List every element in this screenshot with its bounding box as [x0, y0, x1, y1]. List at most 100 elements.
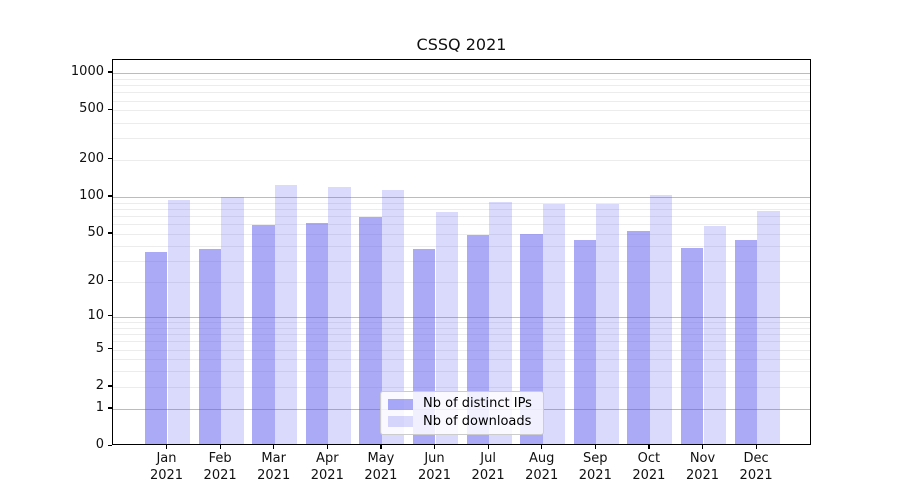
x-tick-month: Dec	[743, 451, 769, 466]
x-tick-label-jun: Jun 2021	[403, 451, 467, 484]
x-tick-month: Feb	[208, 451, 232, 466]
x-tick-mark-nov	[701, 445, 704, 449]
gridline-minor-8	[113, 327, 810, 329]
x-tick-mark-mar	[273, 445, 275, 449]
x-tick-year: 2021	[739, 467, 773, 483]
legend: Nb of distinct IPs Nb of downloads	[380, 391, 544, 435]
x-tick-mark-feb	[219, 445, 221, 449]
x-tick-label-sep: Sep 2021	[563, 451, 627, 484]
y-tick-label-1: 1	[95, 399, 104, 415]
gridline-major-10	[113, 316, 810, 318]
gridline-major-100	[113, 197, 810, 198]
chart-title: CSSQ 2021	[416, 35, 507, 54]
x-tick-year: 2021	[685, 467, 720, 483]
x-tick-label-mar: Mar 2021	[242, 451, 306, 484]
x-tick-mark-apr	[326, 445, 328, 449]
y-tick-label-10: 10	[87, 307, 104, 323]
x-tick-year: 2021	[364, 467, 398, 483]
x-tick-month: Oct	[637, 451, 661, 466]
x-tick-month: Jul	[480, 451, 496, 466]
y-tick-label-50: 50	[87, 224, 104, 240]
bar-downloads-oct	[649, 194, 673, 444]
legend-swatch-icon	[388, 398, 413, 410]
bar-downloads-aug	[542, 204, 566, 444]
bar-downloads-nov	[703, 225, 727, 444]
gridline-minor-900	[113, 78, 810, 80]
x-tick-month: Aug	[528, 451, 555, 466]
x-tick-year: 2021	[257, 467, 291, 483]
bar-ips-oct	[627, 230, 650, 444]
legend-swatch-icon	[388, 416, 413, 428]
bar-downloads-apr	[328, 187, 351, 444]
gridline-minor-80	[113, 208, 810, 210]
y-tick-label-5: 5	[95, 340, 104, 356]
y-tick-mark-100	[107, 195, 112, 197]
x-tick-year: 2021	[471, 467, 505, 483]
gridline-minor-200	[113, 159, 810, 161]
x-tick-month: Nov	[689, 451, 716, 466]
gridline-minor-30	[113, 260, 810, 262]
x-tick-year: 2021	[149, 467, 184, 483]
x-tick-month: Jun	[424, 451, 445, 466]
gridline-minor-20	[113, 281, 810, 283]
gridline-minor-40	[113, 245, 810, 247]
x-tick-year: 2021	[632, 467, 666, 483]
gridline-minor-6	[113, 341, 810, 343]
gridline-minor-90	[113, 202, 810, 204]
x-tick-mark-oct	[648, 445, 650, 449]
y-tick-mark-10	[107, 315, 112, 317]
y-tick-label-100: 100	[79, 188, 104, 203]
y-tick-mark-1000	[107, 71, 112, 73]
gridline-minor-9	[113, 321, 810, 323]
bar-downloads-mar	[274, 184, 298, 444]
bar-downloads-jul	[489, 202, 512, 444]
x-tick-label-feb: Feb 2021	[188, 451, 252, 484]
gridline-minor-60	[113, 224, 810, 226]
x-tick-year: 2021	[417, 467, 452, 483]
x-tick-mark-jul	[487, 445, 489, 449]
x-tick-mark-aug	[541, 445, 543, 449]
gridline-minor-500	[113, 110, 810, 112]
y-tick-mark-200	[107, 158, 112, 160]
x-tick-label-aug: Aug 2021	[510, 451, 574, 484]
plot-area	[112, 59, 811, 445]
gridline-minor-700	[113, 92, 810, 94]
x-tick-month: Apr	[316, 451, 339, 466]
gridline-major-1000	[113, 73, 810, 74]
bar-ips-mar	[252, 224, 275, 444]
y-tick-label-0: 0	[95, 437, 104, 453]
gridline-minor-300	[113, 138, 810, 139]
bar-ips-feb	[198, 248, 222, 444]
bar-downloads-jan	[167, 199, 191, 444]
gridline-minor-5	[113, 349, 810, 351]
y-tick-mark-0	[107, 444, 112, 446]
gridline-minor-800	[113, 85, 810, 87]
x-tick-mark-jun	[433, 445, 436, 449]
bar-downloads-sep	[596, 204, 619, 444]
gridline-minor-70	[113, 216, 810, 217]
gridline-minor-2	[113, 386, 810, 388]
y-tick-label-20: 20	[87, 272, 104, 288]
x-tick-month: May	[367, 451, 395, 466]
bar-ips-dec	[734, 239, 758, 444]
y-tick-mark-2	[107, 385, 112, 387]
gridline-minor-600	[113, 100, 810, 102]
x-tick-label-apr: Apr 2021	[295, 451, 359, 484]
x-tick-label-oct: Oct 2021	[617, 451, 681, 484]
y-tick-mark-1	[107, 407, 112, 409]
x-tick-year: 2021	[578, 467, 612, 483]
bar-downloads-dec	[757, 210, 780, 444]
x-tick-label-dec: Dec 2021	[724, 451, 788, 484]
gridline-minor-50	[113, 233, 810, 235]
x-tick-label-nov: Nov 2021	[671, 451, 735, 484]
x-tick-label-jan: Jan 2021	[135, 451, 199, 484]
y-tick-mark-500	[107, 108, 112, 111]
y-tick-mark-50	[107, 232, 112, 234]
y-tick-label-500: 500	[79, 101, 104, 117]
bar-ips-jan	[144, 251, 168, 444]
x-tick-month: Jan	[156, 451, 177, 466]
y-tick-mark-5	[107, 347, 112, 350]
bar-ips-sep	[573, 239, 597, 444]
bar-downloads-feb	[221, 196, 244, 444]
